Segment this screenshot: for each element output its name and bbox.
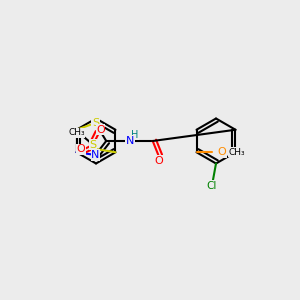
Text: O: O bbox=[218, 147, 226, 157]
Text: S: S bbox=[89, 140, 97, 150]
Text: N: N bbox=[91, 150, 100, 160]
Text: H: H bbox=[131, 130, 138, 140]
Text: O: O bbox=[76, 144, 85, 154]
Text: Cl: Cl bbox=[206, 181, 217, 191]
Text: CH₃: CH₃ bbox=[229, 148, 245, 157]
Text: O: O bbox=[154, 155, 163, 166]
Text: S: S bbox=[92, 118, 99, 128]
Text: CH₃: CH₃ bbox=[68, 128, 85, 137]
Text: N: N bbox=[126, 136, 134, 146]
Text: O: O bbox=[96, 125, 105, 135]
